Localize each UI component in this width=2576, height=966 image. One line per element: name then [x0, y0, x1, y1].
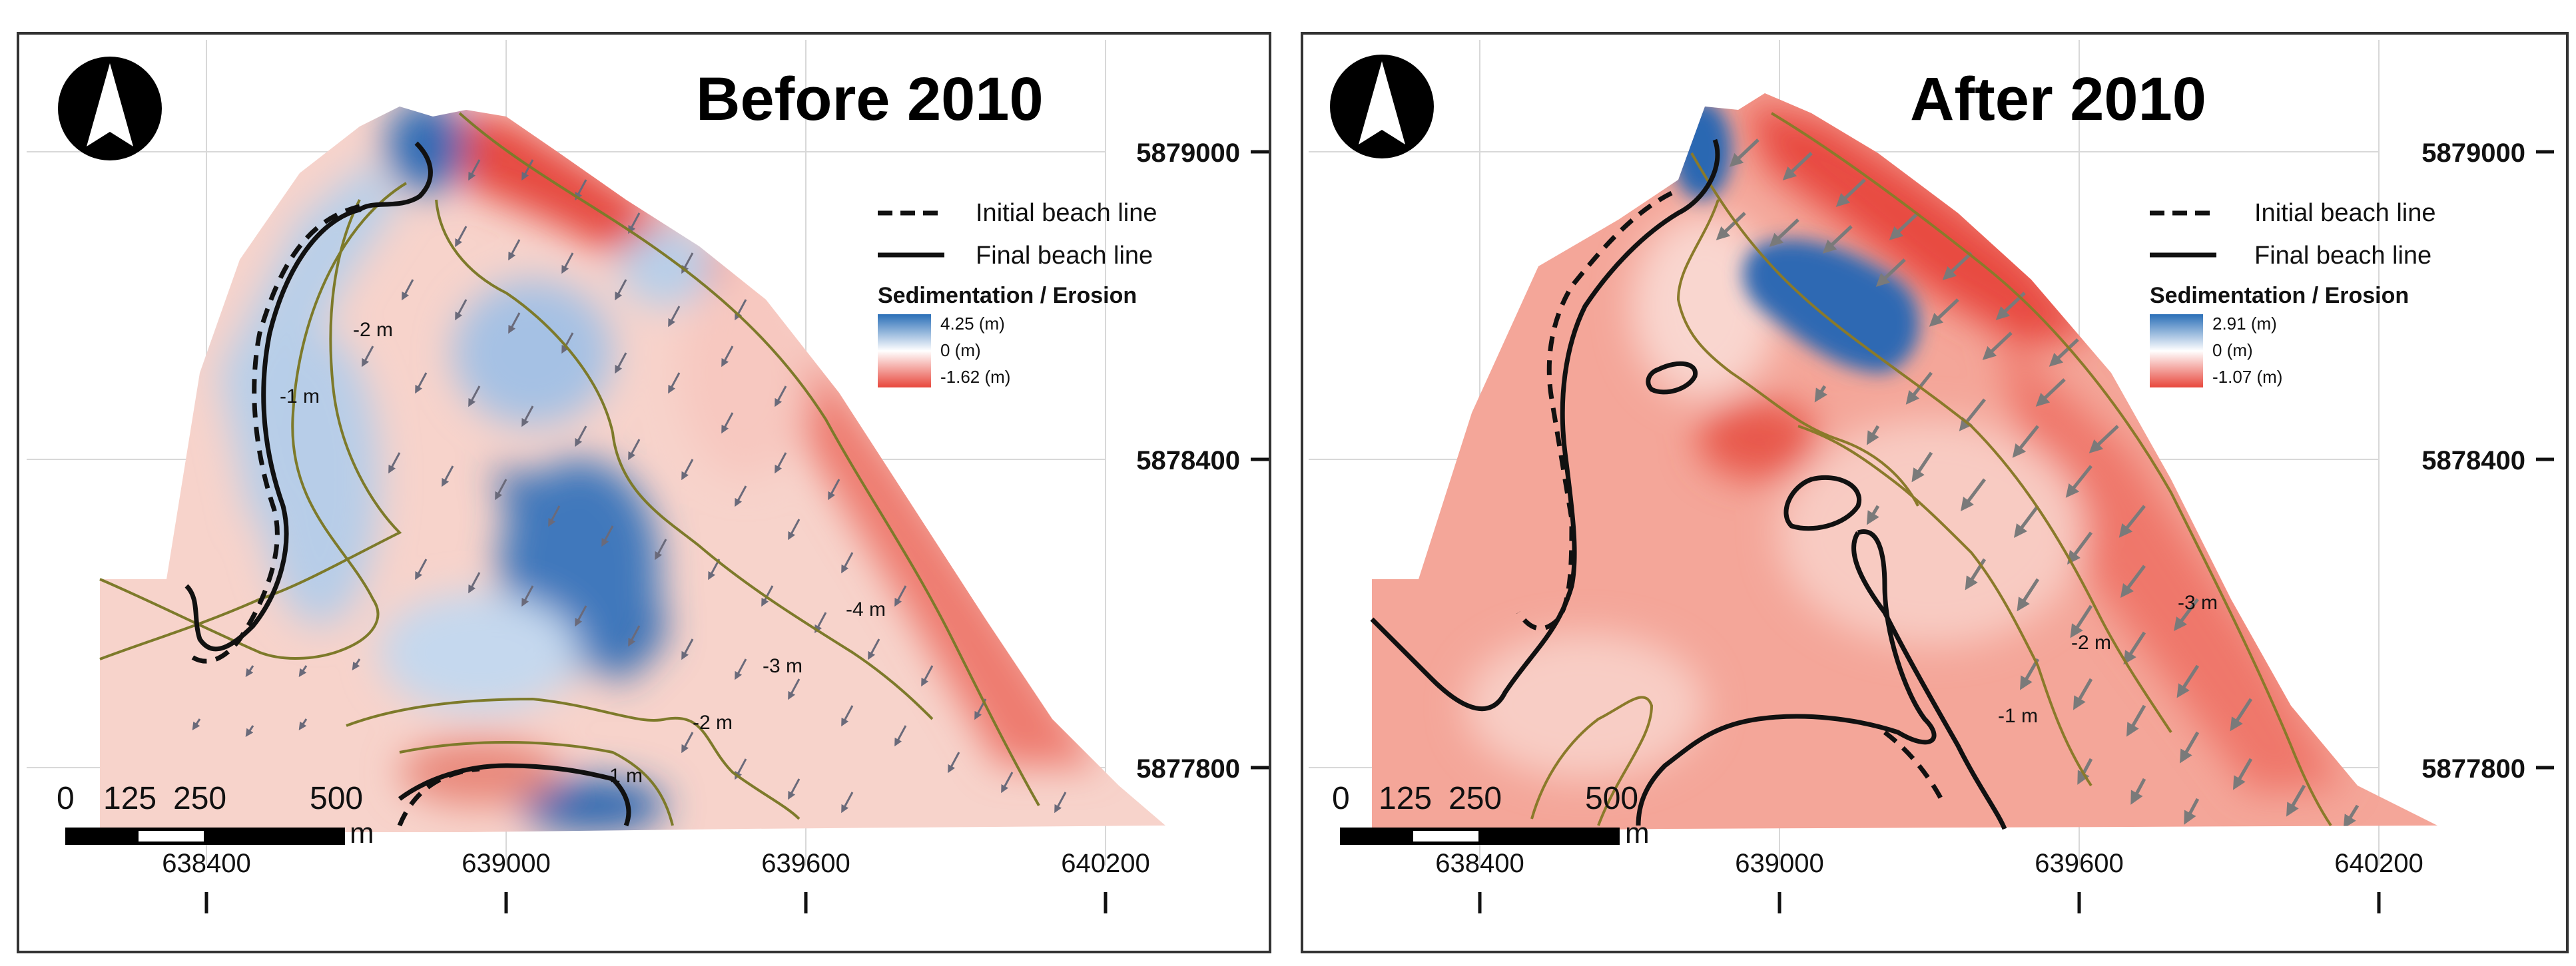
x-tick-label: 639000	[462, 849, 550, 878]
scale-label: 500	[1585, 781, 1638, 816]
scale-label: 0	[1332, 781, 1350, 816]
y-tick-label: 5877800	[2421, 754, 2525, 784]
contour-label: -1 m	[1998, 705, 2038, 727]
scale-bar: 0 125 250 500 m	[57, 781, 374, 849]
y-tick-label: 5878400	[2421, 446, 2525, 475]
depth-contours	[99, 112, 1040, 826]
north-arrow-icon	[58, 57, 162, 160]
contour-label: -1 m	[280, 385, 320, 407]
y-tick-label: 5879000	[2421, 138, 2525, 168]
x-tick-label: 639000	[1735, 849, 1823, 878]
contour-labels: -1 m -2 m -4 m -3 m -2 m -1 m	[280, 319, 886, 787]
y-tick-label: 5879000	[1136, 138, 1240, 168]
scale-bar: 0 125 250 500 m	[1332, 781, 1650, 849]
legend: Initial beach line Final beach line Sedi…	[878, 199, 1157, 387]
contour-label: -4 m	[846, 599, 886, 620]
scale-unit: m	[350, 817, 374, 849]
velocity-arrows	[192, 159, 1067, 814]
beach-lines	[184, 141, 631, 827]
velocity-arrows	[1716, 138, 2360, 829]
legend-max-label: 2.91 (m)	[2212, 314, 2277, 334]
scale-label: 250	[173, 781, 226, 816]
contour-label: -2 m	[693, 712, 733, 734]
legend-max-label: 4.25 (m)	[940, 314, 1005, 334]
scale-label: 250	[1449, 781, 1502, 816]
x-axis: 638400 639000 639600 640200	[1435, 849, 2423, 913]
beach-lines	[1370, 138, 2007, 830]
x-tick-label: 638400	[1435, 849, 1524, 878]
contour-label: -3 m	[2178, 592, 2218, 614]
y-tick-label: 5877800	[1136, 754, 1240, 784]
legend-colorbar	[878, 314, 931, 387]
legend-colorbar	[2150, 314, 2203, 387]
legend: Initial beach line Final beach line Sedi…	[2150, 199, 2436, 387]
legend-zero-label: 0 (m)	[940, 340, 981, 360]
legend-initial-label: Initial beach line	[976, 199, 1157, 227]
legend-title: Sedimentation / Erosion	[878, 283, 1137, 308]
panel-title: After 2010	[1910, 65, 2206, 133]
x-tick-label: 640200	[2334, 849, 2423, 878]
y-axis: 5879000 5878400 5877800	[2421, 138, 2554, 784]
contour-label: -2 m	[2071, 632, 2111, 654]
contour-labels: -3 m -2 m -1 m	[1998, 592, 2218, 727]
legend-title: Sedimentation / Erosion	[2150, 283, 2409, 308]
legend-final-label: Final beach line	[976, 242, 1153, 270]
legend-min-label: -1.62 (m)	[940, 367, 1010, 387]
x-tick-label: 640200	[1061, 849, 1149, 878]
x-tick-label: 639600	[2035, 849, 2123, 878]
scale-unit: m	[1625, 817, 1650, 849]
depth-contours	[1530, 112, 2332, 827]
contour-label: -1 m	[603, 765, 643, 787]
contour-label: -2 m	[353, 319, 393, 341]
y-tick-label: 5878400	[1136, 446, 1240, 475]
y-axis: 5879000 5878400 5877800	[1136, 138, 1269, 784]
panel-title: Before 2010	[696, 65, 1044, 133]
x-tick-label: 638400	[162, 849, 250, 878]
scale-label: 0	[57, 781, 75, 816]
scale-label: 125	[1379, 781, 1432, 816]
north-arrow-icon	[1330, 55, 1434, 158]
panel-before: -1 m -2 m -4 m -3 m -2 m -1 m Before 201…	[17, 32, 1271, 953]
legend-final-label: Final beach line	[2254, 242, 2431, 270]
legend-zero-label: 0 (m)	[2212, 340, 2253, 360]
scale-label: 125	[103, 781, 157, 816]
panel-after: -3 m -2 m -1 m After 2010 Initial beach …	[1301, 32, 2569, 953]
x-axis: 638400 639000 639600 640200	[162, 849, 1150, 913]
contour-label: -3 m	[763, 655, 803, 677]
legend-initial-label: Initial beach line	[2254, 199, 2436, 227]
legend-min-label: -1.07 (m)	[2212, 367, 2282, 387]
x-tick-label: 639600	[761, 849, 850, 878]
scale-label: 500	[310, 781, 363, 816]
